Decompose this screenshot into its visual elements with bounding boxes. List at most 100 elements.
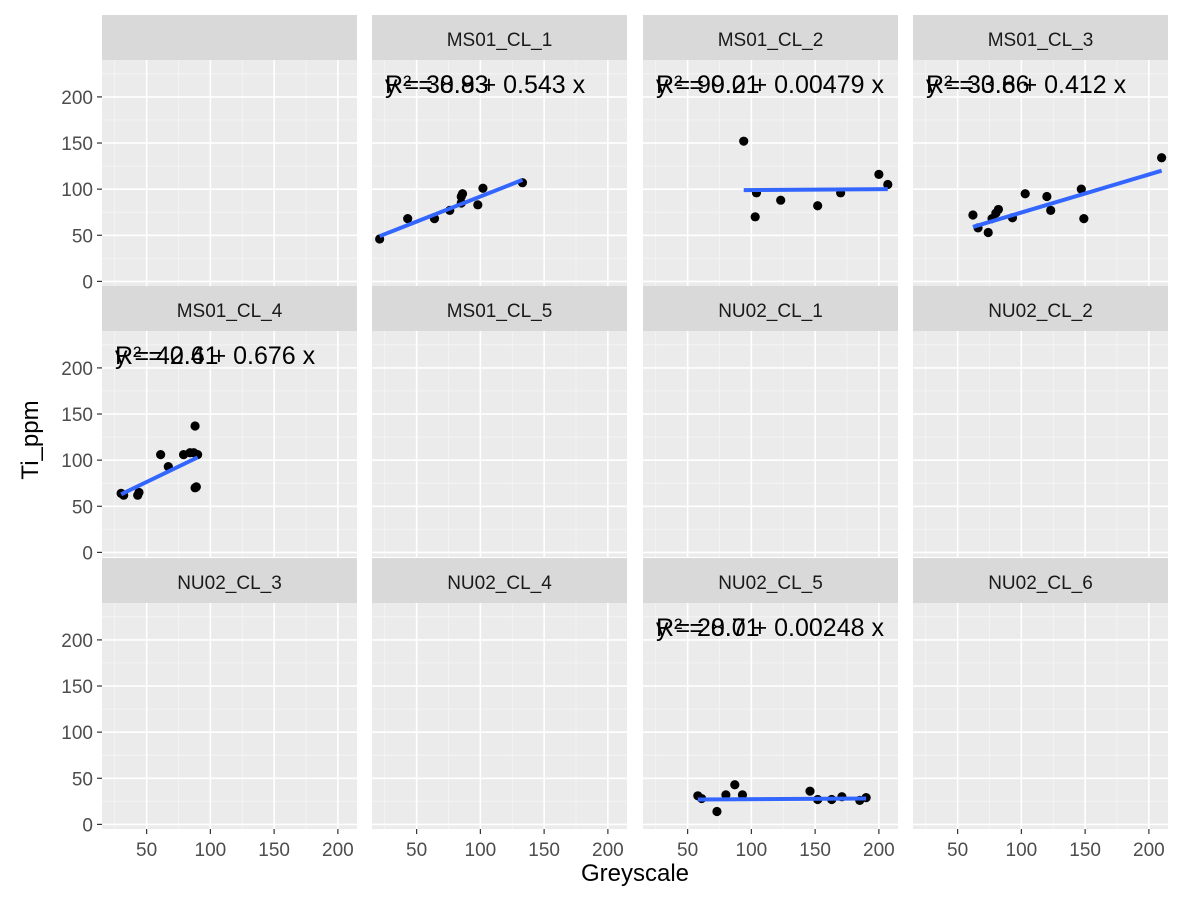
facet-panel: NU02_CL_6 50 100 150 200 bbox=[913, 558, 1168, 861]
facet-strip bbox=[102, 558, 357, 603]
fit-annotation: R² = 0.01 bbox=[656, 71, 760, 99]
fit-annotation: R² = 0.01 bbox=[656, 614, 760, 642]
y-tick-label: 100 bbox=[61, 723, 93, 744]
data-point bbox=[776, 195, 786, 205]
x-tick-label: 100 bbox=[195, 840, 227, 861]
data-point bbox=[1076, 184, 1086, 194]
x-tick-label: 50 bbox=[677, 840, 698, 861]
panel-background bbox=[102, 603, 357, 829]
facet-strip-label: NU02_CL_1 bbox=[718, 301, 823, 322]
facet-strip bbox=[913, 15, 1168, 60]
facet-strip-label: MS01_CL_2 bbox=[718, 30, 824, 51]
facet-strip-label: NU02_CL_5 bbox=[718, 573, 823, 594]
panel-data-layer: R² = 0.01y = 28.7 + 0.00248 x bbox=[656, 614, 884, 817]
facet-panel: MS01_CL_1 R² = 0.83y = 38.9 + 0.543 x bbox=[372, 15, 627, 286]
panel-background bbox=[913, 603, 1168, 829]
x-tick-label: 150 bbox=[799, 840, 831, 861]
data-point bbox=[190, 421, 200, 431]
data-point bbox=[739, 136, 749, 146]
regression-line bbox=[120, 455, 199, 497]
data-point bbox=[730, 780, 740, 790]
facet-strip bbox=[102, 15, 357, 60]
y-tick-label: 100 bbox=[61, 451, 93, 472]
y-tick-label: 50 bbox=[72, 497, 93, 518]
facet-strip bbox=[643, 286, 898, 331]
x-axis-title: Greyscale bbox=[581, 860, 689, 887]
y-tick-label: 0 bbox=[82, 815, 93, 836]
facet-panel: MS01_CL_4 0 50 100 150 200 R² = 0.41y = 42.6 +… bbox=[61, 286, 357, 564]
x-tick-label: 200 bbox=[863, 840, 895, 861]
facet-strip bbox=[372, 286, 627, 331]
data-point bbox=[968, 210, 978, 220]
facet-panel: NU02_CL_2 bbox=[913, 286, 1168, 557]
fit-annotation: y = 42.6 + 0.676 x bbox=[115, 342, 316, 370]
panel-background bbox=[372, 331, 627, 557]
panel-background bbox=[913, 331, 1168, 557]
x-tick-label: 200 bbox=[322, 840, 354, 861]
y-tick-label: 0 bbox=[82, 543, 93, 564]
x-tick-label: 100 bbox=[1006, 840, 1038, 861]
facet-strip bbox=[102, 286, 357, 331]
data-point bbox=[993, 204, 1004, 215]
data-point bbox=[1020, 189, 1030, 199]
data-point bbox=[712, 806, 722, 817]
facet-panel: NU02_CL_3 0 50 100 150 200 50 100 150 200 bbox=[61, 558, 357, 861]
data-point bbox=[874, 169, 884, 179]
x-tick-label: 50 bbox=[947, 840, 968, 861]
x-tick-label: 50 bbox=[136, 840, 157, 861]
data-point bbox=[737, 790, 748, 800]
fit-annotation: y = 38.9 + 0.543 x bbox=[385, 71, 586, 99]
facet-strip bbox=[643, 15, 898, 60]
facet-strip-label: MS01_CL_5 bbox=[447, 301, 553, 322]
fit-annotation: y = 99.2 + 0.00479 x bbox=[656, 71, 884, 99]
data-point bbox=[983, 227, 993, 238]
x-tick-label: 150 bbox=[258, 840, 290, 861]
panel-background bbox=[372, 603, 627, 829]
x-tick-label: 200 bbox=[592, 840, 624, 861]
data-point bbox=[403, 214, 413, 224]
x-tick-label: 150 bbox=[528, 840, 560, 861]
x-tick-label: 100 bbox=[465, 840, 497, 861]
data-point bbox=[883, 179, 893, 190]
data-point bbox=[1079, 214, 1089, 224]
regression-line bbox=[743, 187, 888, 193]
fit-annotation: R² = 0.66 bbox=[926, 71, 1030, 99]
facet-panel: NU02_CL_1 bbox=[643, 286, 898, 557]
facet-strip-label: NU02_CL_4 bbox=[447, 573, 552, 594]
facet-panel: MS01_CL_5 bbox=[372, 286, 627, 557]
x-tick-label: 100 bbox=[736, 840, 768, 861]
data-point bbox=[1157, 153, 1167, 163]
panel-background bbox=[643, 331, 898, 557]
y-tick-label: 200 bbox=[61, 88, 93, 109]
y-tick-label: 100 bbox=[61, 180, 93, 201]
data-point bbox=[721, 790, 731, 800]
facet-panel: NU02_CL_5 50 100 150 200 R² = 0.01y = 28.7 + … bbox=[643, 558, 898, 861]
facet-strip-label: NU02_CL_3 bbox=[177, 573, 282, 594]
fit-annotation: y = 33.8 + 0.412 x bbox=[926, 71, 1127, 99]
data-point bbox=[750, 212, 760, 222]
data-point bbox=[191, 482, 201, 492]
facet-strip bbox=[372, 558, 627, 603]
panels-layer: 0 50 100 150 200 MS01_CL_1 R² = 0.83y = 38.9 +… bbox=[61, 15, 1168, 861]
facet-strip-label: NU02_CL_2 bbox=[988, 301, 1093, 322]
data-point bbox=[805, 786, 815, 796]
facet-strip-label: MS01_CL_1 bbox=[447, 30, 553, 51]
panel-data-layer: R² = 0.83y = 38.9 + 0.543 x bbox=[375, 71, 586, 244]
x-tick-label: 150 bbox=[1069, 840, 1101, 861]
facet-strip bbox=[913, 286, 1168, 331]
fit-annotation: y = 28.7 + 0.00248 x bbox=[656, 614, 884, 642]
facet-strip-label: MS01_CL_4 bbox=[177, 301, 283, 322]
y-tick-label: 200 bbox=[61, 359, 93, 380]
facet-panel: NU02_CL_4 50 100 150 200 bbox=[372, 558, 627, 861]
data-point bbox=[478, 183, 488, 193]
y-tick-label: 150 bbox=[61, 134, 93, 155]
facet-strip-label: MS01_CL_3 bbox=[988, 30, 1094, 51]
data-point bbox=[156, 450, 166, 460]
facet-strip bbox=[372, 15, 627, 60]
fit-annotation: R² = 0.83 bbox=[385, 71, 489, 99]
regression-line bbox=[697, 796, 867, 802]
regression-line bbox=[972, 168, 1163, 229]
x-tick-label: 200 bbox=[1133, 840, 1165, 861]
data-point bbox=[1042, 191, 1052, 202]
